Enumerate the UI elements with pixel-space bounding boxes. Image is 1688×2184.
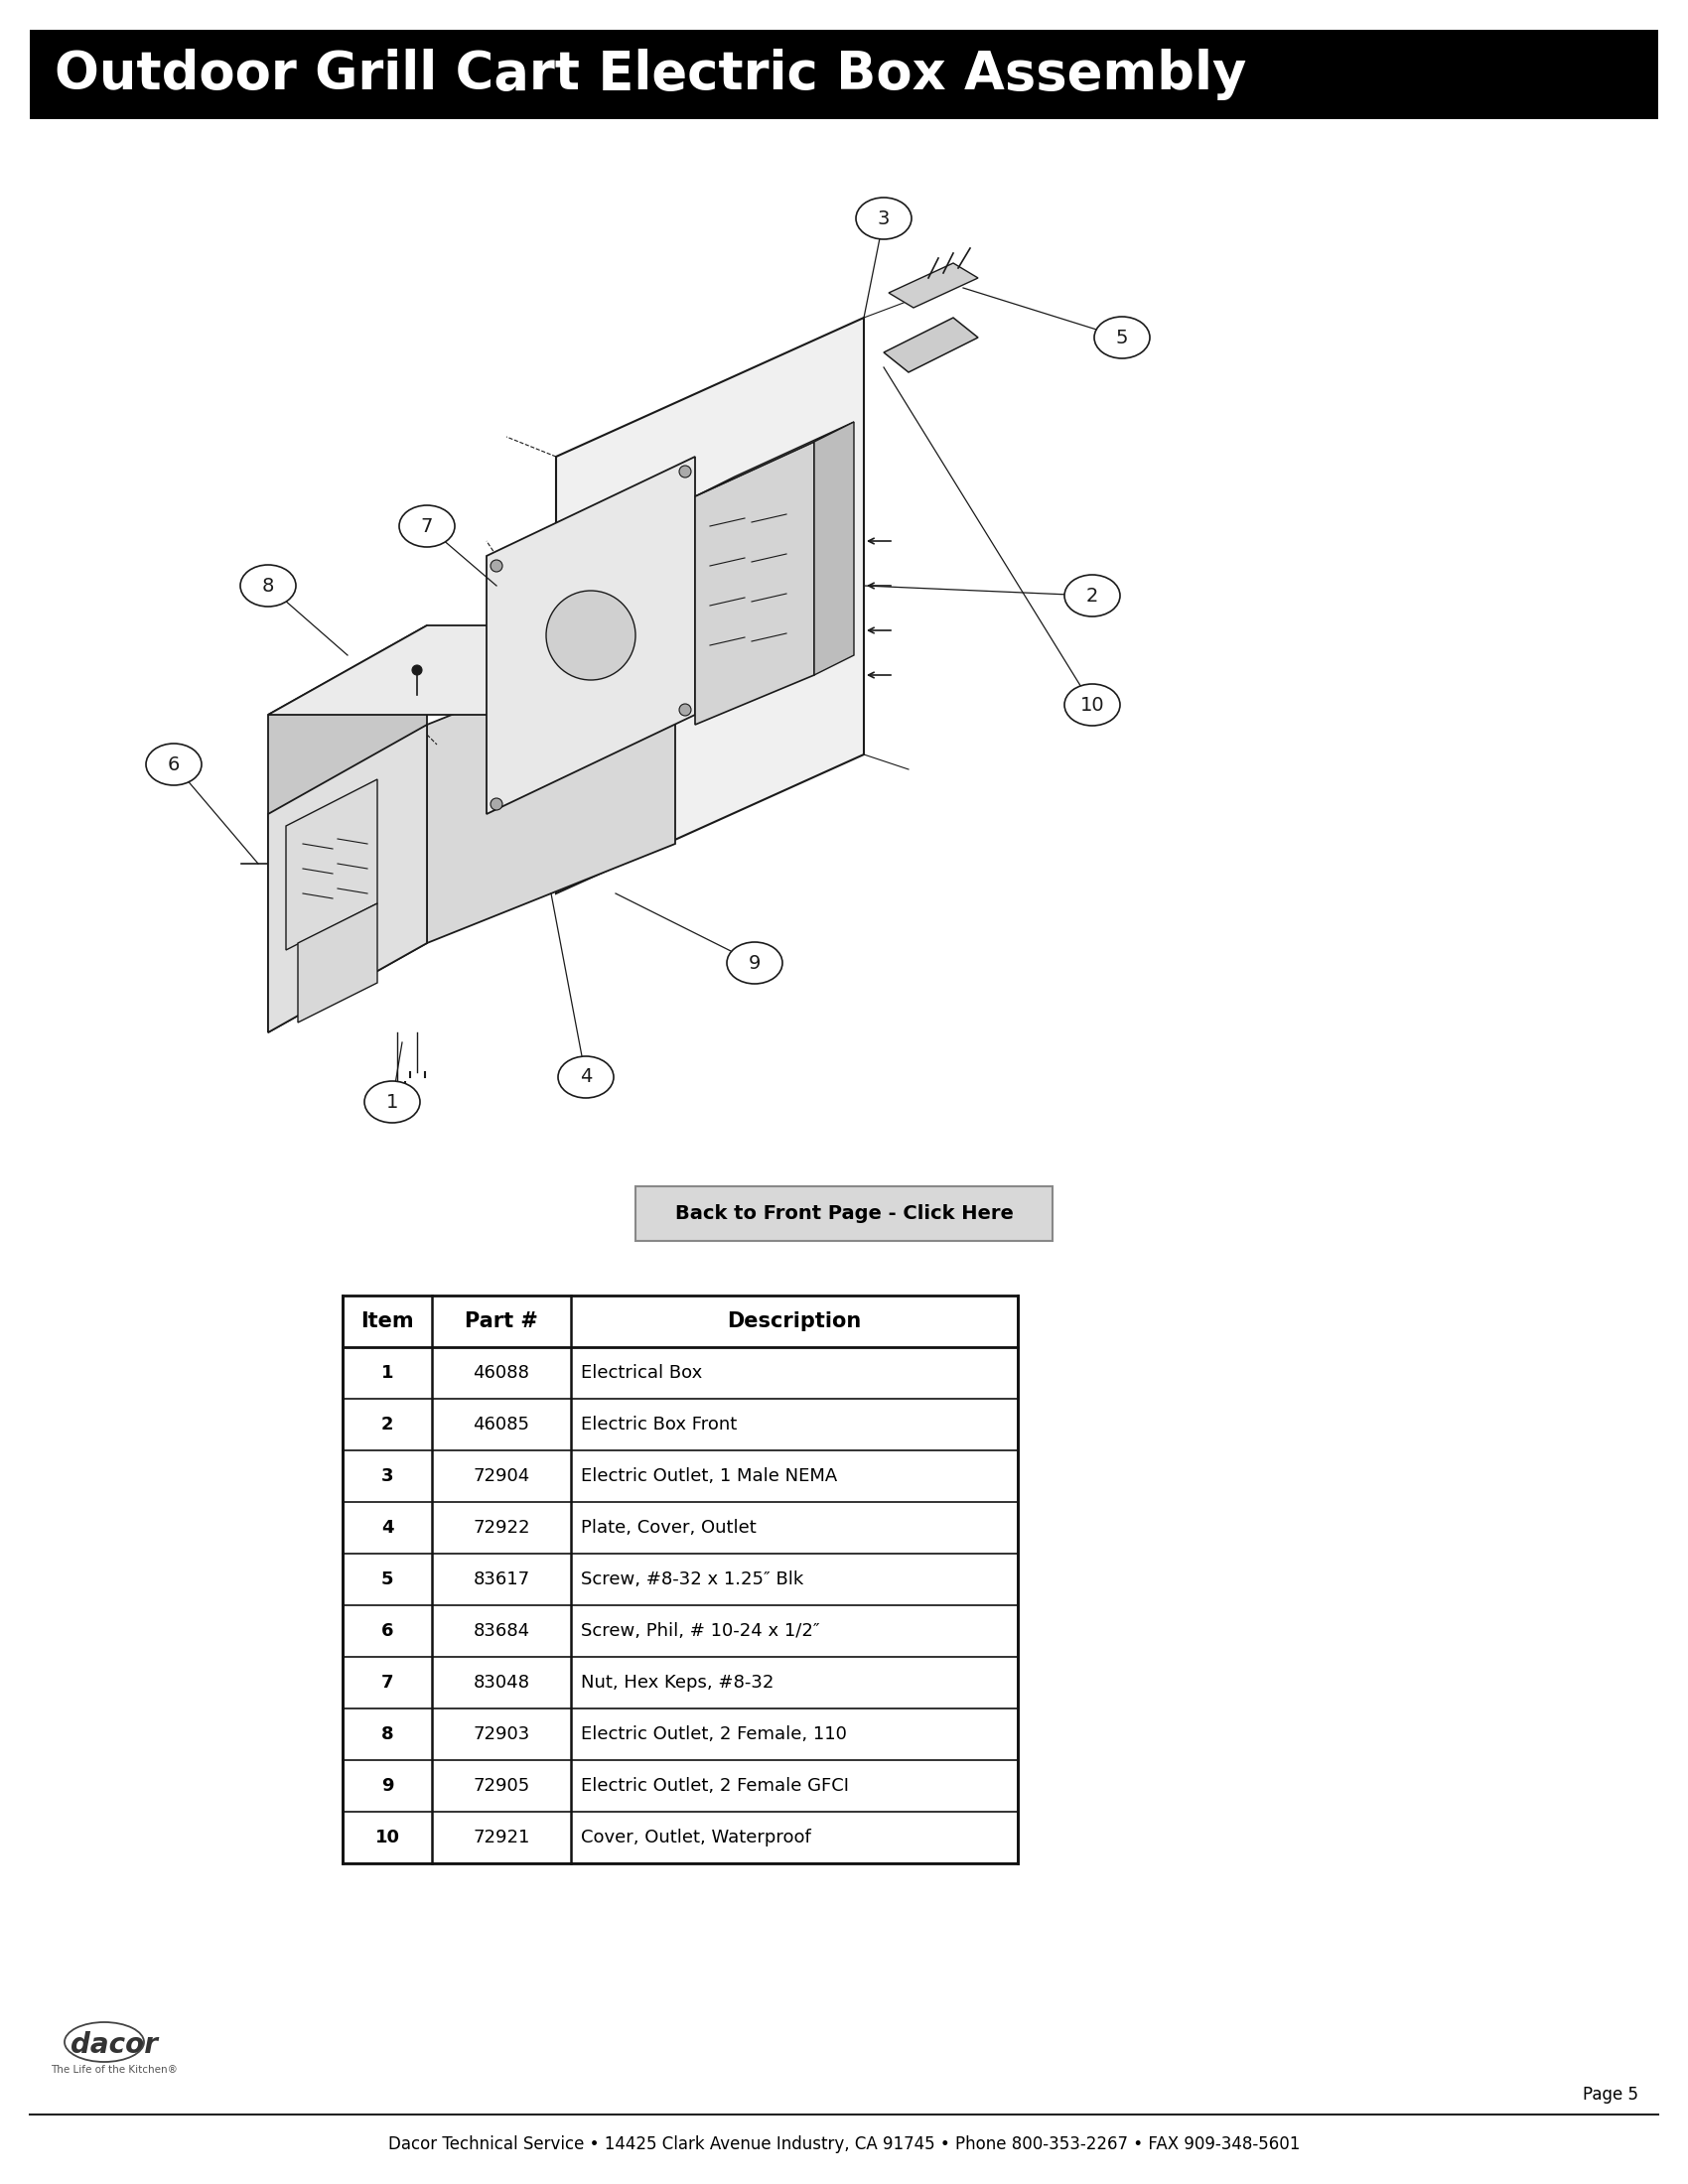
Text: Part #: Part #: [464, 1310, 538, 1332]
Polygon shape: [695, 422, 854, 496]
Text: 83684: 83684: [473, 1623, 530, 1640]
Polygon shape: [885, 317, 977, 371]
Text: 2: 2: [1085, 585, 1099, 605]
Text: 6: 6: [167, 756, 181, 773]
Ellipse shape: [398, 505, 454, 546]
Ellipse shape: [728, 941, 783, 983]
Text: Description: Description: [728, 1310, 861, 1332]
Circle shape: [679, 465, 690, 478]
Text: Plate, Cover, Outlet: Plate, Cover, Outlet: [581, 1518, 756, 1538]
Ellipse shape: [240, 566, 295, 607]
Text: 10: 10: [1080, 695, 1104, 714]
Polygon shape: [555, 317, 864, 893]
Text: Screw, Phil, # 10-24 x 1/2″: Screw, Phil, # 10-24 x 1/2″: [581, 1623, 820, 1640]
Text: 83048: 83048: [473, 1673, 530, 1693]
Text: 72921: 72921: [473, 1828, 530, 1845]
Text: 7: 7: [381, 1673, 393, 1693]
Text: 9: 9: [748, 954, 761, 972]
Text: 1: 1: [387, 1092, 398, 1112]
Ellipse shape: [1094, 317, 1150, 358]
Text: 72904: 72904: [473, 1468, 530, 1485]
Text: 72905: 72905: [473, 1778, 530, 1795]
Text: 8: 8: [262, 577, 273, 594]
Bar: [343, 1295, 1018, 1863]
Ellipse shape: [1065, 684, 1121, 725]
Text: 8: 8: [381, 1725, 393, 1743]
Text: Screw, #8-32 x 1.25″ Blk: Screw, #8-32 x 1.25″ Blk: [581, 1570, 803, 1588]
Text: 4: 4: [579, 1068, 592, 1088]
Text: 6: 6: [381, 1623, 393, 1640]
Text: Cover, Outlet, Waterproof: Cover, Outlet, Waterproof: [581, 1828, 810, 1845]
Text: Nut, Hex Keps, #8-32: Nut, Hex Keps, #8-32: [581, 1673, 773, 1693]
Text: Dacor Technical Service • 14425 Clark Avenue Industry, CA 91745 • Phone 800-353-: Dacor Technical Service • 14425 Clark Av…: [388, 2136, 1300, 2153]
Polygon shape: [268, 625, 427, 1033]
Text: 83617: 83617: [473, 1570, 530, 1588]
Text: Electric Outlet, 2 Female, 110: Electric Outlet, 2 Female, 110: [581, 1725, 847, 1743]
Text: 10: 10: [375, 1828, 400, 1845]
Polygon shape: [695, 441, 814, 725]
Polygon shape: [814, 422, 854, 675]
Text: 72903: 72903: [473, 1725, 530, 1743]
Text: 5: 5: [381, 1570, 393, 1588]
Text: 4: 4: [381, 1518, 393, 1538]
Ellipse shape: [145, 743, 201, 786]
Ellipse shape: [856, 197, 912, 240]
Text: 3: 3: [878, 210, 890, 227]
Text: Outdoor Grill Cart Electric Box Assembly: Outdoor Grill Cart Electric Box Assembly: [54, 48, 1246, 100]
Text: 72922: 72922: [473, 1518, 530, 1538]
Polygon shape: [297, 904, 378, 1022]
Polygon shape: [268, 625, 675, 714]
Ellipse shape: [365, 1081, 420, 1123]
Text: 3: 3: [381, 1468, 393, 1485]
Text: 2: 2: [381, 1415, 393, 1433]
Ellipse shape: [547, 590, 635, 679]
Ellipse shape: [1065, 574, 1121, 616]
Polygon shape: [888, 262, 977, 308]
Polygon shape: [427, 625, 675, 943]
Circle shape: [491, 797, 503, 810]
Polygon shape: [285, 780, 378, 950]
Text: Page 5: Page 5: [1583, 2086, 1639, 2103]
Circle shape: [491, 559, 503, 572]
Bar: [635, 1186, 1053, 1241]
Text: Electric Outlet, 2 Female GFCI: Electric Outlet, 2 Female GFCI: [581, 1778, 849, 1795]
Text: dacor: dacor: [71, 2031, 157, 2060]
Text: The Life of the Kitchen®: The Life of the Kitchen®: [51, 2064, 177, 2075]
Polygon shape: [486, 456, 695, 815]
Text: Electric Box Front: Electric Box Front: [581, 1415, 738, 1433]
Text: Electric Outlet, 1 Male NEMA: Electric Outlet, 1 Male NEMA: [581, 1468, 837, 1485]
Ellipse shape: [559, 1057, 614, 1099]
Circle shape: [679, 703, 690, 716]
Text: 1: 1: [381, 1365, 393, 1382]
Text: Back to Front Page - Click Here: Back to Front Page - Click Here: [675, 1203, 1013, 1223]
Text: Item: Item: [361, 1310, 414, 1332]
Text: 46088: 46088: [473, 1365, 530, 1382]
Polygon shape: [268, 725, 427, 1033]
Text: 5: 5: [1116, 328, 1128, 347]
Text: 46085: 46085: [473, 1415, 530, 1433]
Text: Electrical Box: Electrical Box: [581, 1365, 702, 1382]
Circle shape: [412, 666, 422, 675]
Text: 7: 7: [420, 518, 434, 535]
Text: 9: 9: [381, 1778, 393, 1795]
Bar: [30, 31, 1658, 120]
